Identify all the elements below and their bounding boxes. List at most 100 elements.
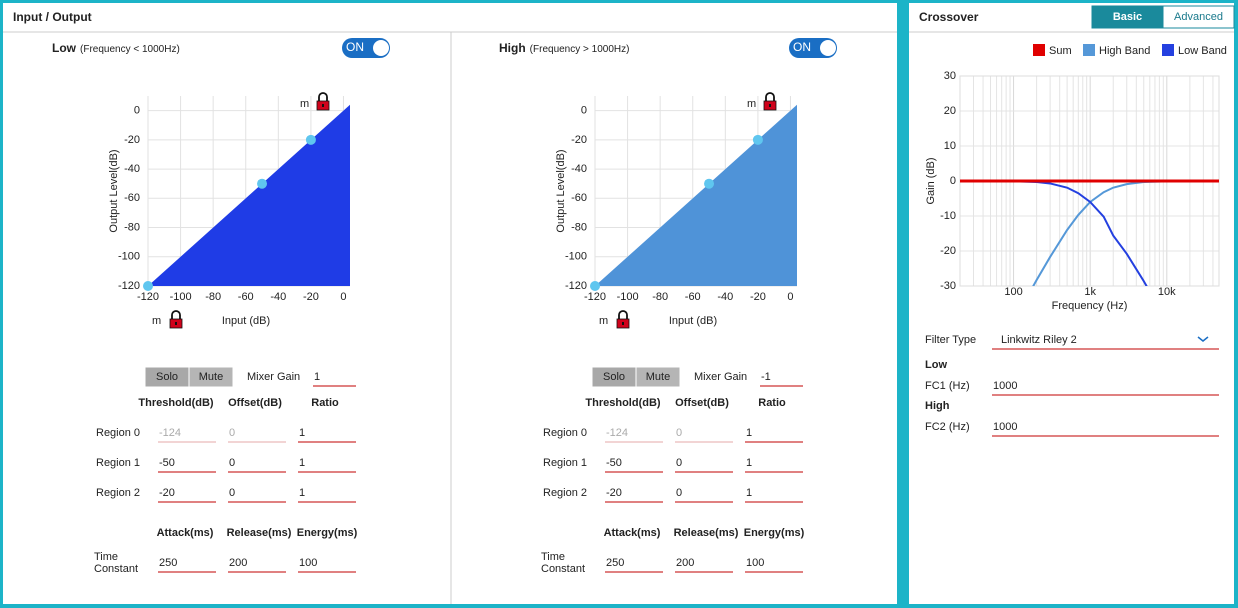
lock-icon bbox=[622, 322, 624, 325]
column-header: Ratio bbox=[758, 397, 786, 409]
x-tick-label: -20 bbox=[303, 291, 319, 303]
tab[interactable] bbox=[1162, 5, 1235, 29]
curve-area bbox=[148, 104, 350, 286]
input-value: 0 bbox=[676, 487, 682, 499]
column-header: Release(ms) bbox=[227, 527, 292, 539]
input-value: 1 bbox=[299, 487, 305, 499]
io-panel bbox=[3, 3, 897, 604]
input-value: 1 bbox=[299, 457, 305, 469]
toggle-knob bbox=[820, 40, 836, 56]
toggle-label: ON bbox=[346, 40, 364, 54]
lock-label: m bbox=[599, 315, 608, 327]
column-header: Energy(ms) bbox=[297, 527, 358, 539]
input-value: -20 bbox=[606, 487, 622, 499]
x-tick-label: -60 bbox=[238, 291, 254, 303]
x-axis-label: Frequency (Hz) bbox=[1052, 300, 1128, 312]
row-label: Region 0 bbox=[543, 427, 587, 439]
y-tick-label: 20 bbox=[944, 105, 956, 117]
row-label: Time Constant bbox=[94, 551, 139, 575]
input-value: -1 bbox=[761, 371, 771, 383]
input-value: 1 bbox=[746, 487, 752, 499]
input-value: 0 bbox=[229, 487, 235, 499]
band-note: (Frequency < 1000Hz) bbox=[80, 44, 180, 55]
threshold-point[interactable] bbox=[752, 134, 763, 145]
y-tick-label: -100 bbox=[118, 251, 140, 263]
y-axis-label: Gain (dB) bbox=[925, 157, 937, 204]
x-tick-label: 100 bbox=[1004, 286, 1022, 298]
y-tick-label: -20 bbox=[571, 134, 587, 146]
input-value: 1 bbox=[314, 371, 320, 383]
y-tick-label: -20 bbox=[940, 245, 956, 257]
field-label: Filter Type bbox=[925, 334, 976, 346]
y-axis-label: Output Level(dB) bbox=[108, 149, 120, 232]
y-tick-label: 0 bbox=[134, 105, 140, 117]
x-tick-label: 10k bbox=[1158, 286, 1176, 298]
column-header: Threshold(dB) bbox=[138, 397, 213, 409]
x-tick-label: 0 bbox=[787, 291, 793, 303]
x-tick-label: -40 bbox=[717, 291, 733, 303]
field-label: FC1 (Hz) bbox=[925, 380, 970, 392]
y-tick-label: -60 bbox=[571, 192, 587, 204]
column-header: Offset(dB) bbox=[228, 397, 282, 409]
button-label: Solo bbox=[156, 371, 178, 383]
lock-label: m bbox=[747, 98, 756, 110]
x-tick-label: -80 bbox=[652, 291, 668, 303]
lock-icon bbox=[765, 92, 775, 101]
column-header: Release(ms) bbox=[674, 527, 739, 539]
column-header: Offset(dB) bbox=[675, 397, 729, 409]
input-value: -20 bbox=[159, 487, 175, 499]
threshold-point[interactable] bbox=[143, 281, 153, 291]
y-tick-label: -120 bbox=[565, 280, 587, 292]
row-label-box: Time Constant bbox=[541, 551, 585, 575]
threshold-point[interactable] bbox=[590, 281, 600, 291]
legend-label: Low Band bbox=[1178, 45, 1227, 57]
dropdown-value: Linkwitz Riley 2 bbox=[1001, 334, 1077, 346]
band-name: Low bbox=[52, 41, 77, 55]
input-value: -124 bbox=[606, 427, 628, 439]
x-tick-label: 1k bbox=[1084, 286, 1096, 298]
band-label: Low (Frequency < 1000Hz) bbox=[52, 41, 180, 55]
legend-swatch bbox=[1033, 44, 1045, 56]
band-label: High (Frequency > 1000Hz) bbox=[499, 41, 629, 55]
threshold-point[interactable] bbox=[257, 178, 268, 189]
x-tick-label: -120 bbox=[137, 291, 159, 303]
x-tick-label: -20 bbox=[750, 291, 766, 303]
y-tick-label: -30 bbox=[940, 280, 956, 292]
button-label: Mute bbox=[646, 371, 670, 383]
section-label: Low bbox=[925, 359, 947, 371]
lock-icon bbox=[769, 104, 771, 107]
lock-icon bbox=[322, 104, 324, 107]
y-axis-label: Output Level(dB) bbox=[555, 149, 567, 232]
input-value: 1 bbox=[299, 427, 305, 439]
lock-icon bbox=[618, 310, 628, 319]
column-header: Ratio bbox=[311, 397, 339, 409]
y-tick-label: 0 bbox=[581, 105, 587, 117]
button-label: Solo bbox=[603, 371, 625, 383]
y-tick-label: -40 bbox=[124, 163, 140, 175]
y-tick-label: 0 bbox=[950, 175, 956, 187]
column-header: Attack(ms) bbox=[604, 527, 661, 539]
y-tick-label: -80 bbox=[571, 221, 587, 233]
input-value: 1 bbox=[746, 457, 752, 469]
row-label: Region 1 bbox=[96, 457, 140, 469]
y-tick-label: -120 bbox=[118, 280, 140, 292]
x-tick-label: -100 bbox=[617, 291, 639, 303]
lock-icon bbox=[175, 322, 177, 325]
field-label: Mixer Gain bbox=[694, 371, 747, 383]
legend-swatch bbox=[1162, 44, 1174, 56]
threshold-point[interactable] bbox=[305, 134, 316, 145]
threshold-point[interactable] bbox=[704, 178, 715, 189]
y-tick-label: 30 bbox=[944, 70, 956, 82]
input-value: 100 bbox=[746, 557, 764, 569]
button[interactable] bbox=[188, 366, 234, 388]
input-value: 1 bbox=[746, 427, 752, 439]
button[interactable] bbox=[635, 366, 681, 388]
input-value: -50 bbox=[606, 457, 622, 469]
y-tick-label: 10 bbox=[944, 140, 956, 152]
lock-label: m bbox=[152, 315, 161, 327]
column-header: Energy(ms) bbox=[744, 527, 805, 539]
legend-swatch bbox=[1083, 44, 1095, 56]
y-tick-label: -60 bbox=[124, 192, 140, 204]
